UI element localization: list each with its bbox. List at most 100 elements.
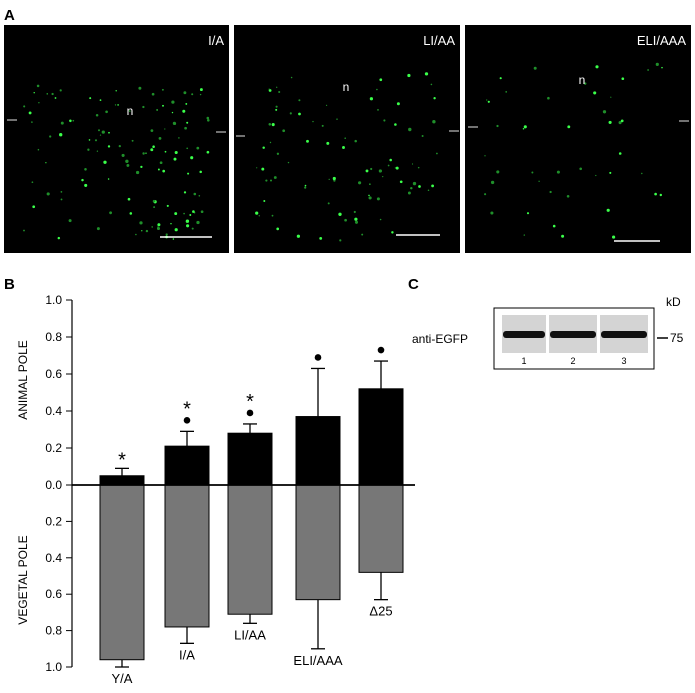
lane-number-2: 2	[570, 356, 575, 366]
fluorescence-speckle	[207, 119, 210, 122]
fluorescence-speckle	[135, 170, 140, 175]
fluorescence-speckle	[370, 167, 373, 171]
fluorescence-speckle	[275, 108, 278, 111]
fluorescence-speckle	[190, 156, 194, 160]
fluorescence-speckle	[182, 109, 186, 113]
fluorescence-speckle	[95, 113, 99, 117]
fluorescence-speckle	[46, 192, 50, 196]
fluorescence-speckle	[60, 198, 63, 201]
fluorescence-speckle	[173, 157, 177, 161]
fluorescence-speckle	[157, 223, 161, 227]
fluorescence-speckle	[278, 90, 281, 94]
fluorescence-speckle	[127, 197, 131, 201]
y-tick-label: 0.4	[45, 404, 62, 418]
fluorescence-speckle	[178, 137, 180, 139]
fluorescence-speckle	[186, 121, 189, 124]
fluorescence-speckle	[183, 212, 185, 215]
fluorescence-speckle	[165, 233, 168, 236]
fluorescence-speckle	[338, 212, 342, 216]
fluorescence-speckle	[185, 219, 190, 223]
fluorescence-speckle	[523, 125, 527, 129]
fluorescence-speckle	[361, 233, 364, 236]
micrograph-2: LI/AA n	[234, 25, 460, 253]
y-tick-label: 0.6	[45, 587, 62, 601]
lane-number-1: 1	[521, 356, 526, 366]
fluorescence-speckle	[46, 93, 48, 95]
fluorescence-speckle	[84, 183, 88, 187]
fluorescence-speckle	[198, 195, 201, 197]
fluorescence-speckle	[131, 139, 134, 142]
fluorescence-speckle	[538, 180, 540, 182]
fluorescence-speckle	[59, 133, 63, 137]
fluorescence-speckle	[161, 88, 164, 91]
fluorescence-speckle	[152, 145, 155, 148]
fluorescence-speckle	[431, 184, 435, 188]
fluorescence-speckle	[368, 194, 370, 197]
fluorescence-speckle	[407, 191, 411, 195]
fluorescence-speckle	[490, 211, 494, 215]
micrograph-3-nucleus-label: n	[579, 73, 586, 87]
kd-label: kD	[666, 295, 681, 309]
fluorescence-speckle	[319, 236, 323, 240]
fluorescence-speckle	[395, 166, 399, 170]
blot-band-2	[550, 331, 596, 338]
fluorescence-speckle	[196, 146, 200, 150]
fluorescence-speckle	[38, 102, 40, 104]
fluorescence-speckle	[60, 191, 63, 193]
fluorescence-speckle	[531, 171, 534, 174]
fluorescence-speckle	[296, 234, 301, 238]
fluorescence-speckle	[566, 194, 570, 198]
fluorescence-speckle	[432, 120, 436, 124]
fluorescence-speckle	[265, 179, 268, 182]
fluorescence-speckle	[304, 184, 307, 187]
fluorescence-speckle	[412, 181, 417, 186]
fluorescence-speckle	[505, 91, 508, 93]
fluorescence-speckle	[109, 211, 112, 215]
fluorescence-speckle	[407, 73, 411, 78]
fluorescence-speckle	[84, 168, 87, 171]
fluorescence-speckle	[433, 97, 436, 100]
fluorescence-speckle	[263, 200, 266, 202]
fluorescence-speckle	[206, 150, 210, 154]
fluorescence-speckle	[183, 91, 187, 95]
fluorescence-speckle	[199, 93, 202, 96]
fluorescence-speckle	[620, 119, 624, 123]
fluorescence-speckle	[150, 129, 154, 132]
fluorescence-speckle	[618, 121, 622, 125]
fluorescence-speckle	[164, 128, 166, 130]
fluorescence-speckle	[321, 124, 324, 127]
bar-animal	[164, 445, 210, 486]
fluorescence-speckle	[595, 65, 599, 69]
bar-animal	[295, 416, 341, 486]
fluorescence-speckle	[261, 167, 265, 171]
fluorescence-speckle	[156, 226, 161, 231]
fluorescence-speckle	[377, 109, 379, 111]
fluorescence-speckle	[142, 152, 145, 155]
fluorescence-speckle	[365, 169, 369, 173]
fluorescence-speckle	[484, 193, 487, 196]
fluorescence-speckle	[193, 192, 197, 196]
fluorescence-speckle	[129, 212, 133, 215]
fluorescence-speckle	[269, 141, 272, 144]
fluorescence-speckle	[45, 162, 47, 164]
fluorescence-speckle	[430, 83, 433, 86]
fluorescence-speckle	[191, 93, 194, 96]
y-tick-label: 0.2	[45, 441, 62, 455]
fluorescence-speckle	[523, 234, 526, 236]
fluorescence-speckle	[153, 206, 156, 209]
bar-chart: 0.0 0.2 0.4 0.6 0.8 1.0 0.2 0.4 0.6 0.8 1.0 * Y/A * I/…	[45, 293, 415, 686]
fluorescence-speckle	[354, 220, 359, 224]
fluorescence-speckle	[186, 147, 189, 150]
fluorescence-speckle	[115, 90, 117, 92]
fluorescence-speckle	[436, 152, 438, 155]
fluorescence-speckle	[490, 180, 495, 185]
fluorescence-speckle	[344, 218, 347, 222]
fluorescence-speckle	[486, 99, 488, 101]
fluorescence-speckle	[125, 159, 129, 163]
fluorescence-speckle	[327, 202, 330, 205]
fluorescence-speckle	[354, 217, 358, 221]
fluorescence-speckle	[276, 86, 278, 88]
fluorescence-speckle	[159, 161, 163, 165]
fluorescence-speckle	[549, 190, 552, 194]
bar-animal	[358, 388, 404, 486]
